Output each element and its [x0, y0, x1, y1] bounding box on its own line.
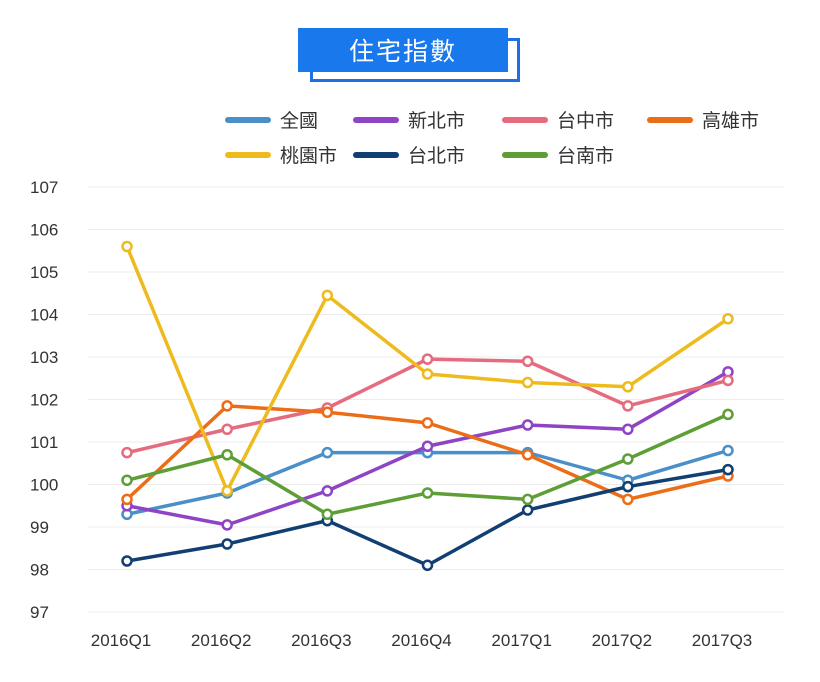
- x-tick-label: 2017Q2: [592, 631, 653, 650]
- y-tick-label: 100: [30, 476, 58, 495]
- data-point: [722, 408, 734, 421]
- series-group: [121, 240, 734, 571]
- y-tick-label: 101: [30, 433, 58, 452]
- data-point: [622, 423, 634, 435]
- legend-item: 台南市: [502, 145, 614, 167]
- data-point: [221, 449, 233, 461]
- y-axis-ticks: 97 98 99 100 101 102 103 104 105 106 107: [30, 178, 58, 622]
- x-tick-label: 2017Q3: [692, 631, 753, 650]
- y-tick-label: 99: [30, 518, 49, 537]
- legend-label: 高雄市: [702, 110, 759, 132]
- series-line: [125, 448, 730, 516]
- legend-label: 全國: [280, 110, 318, 132]
- data-point: [121, 555, 133, 567]
- data-point: [221, 423, 233, 435]
- series-5: [121, 463, 734, 571]
- series-1: [121, 366, 734, 531]
- legend-item: 新北市: [353, 110, 465, 132]
- x-tick-label: 2016Q3: [291, 631, 352, 650]
- data-point: [421, 440, 434, 452]
- data-point: [521, 493, 534, 506]
- data-point: [321, 508, 334, 520]
- y-tick-label: 105: [30, 263, 58, 282]
- data-point: [121, 474, 133, 486]
- y-tick-label: 104: [30, 306, 58, 325]
- data-point: [421, 417, 434, 429]
- legend-item: 台中市: [502, 110, 614, 132]
- legend-label: 台北市: [408, 145, 465, 167]
- data-point: [521, 376, 534, 389]
- chart-title-badge: 住宅指數: [298, 28, 522, 86]
- y-tick-label: 98: [30, 561, 49, 580]
- data-point: [321, 446, 334, 459]
- y-tick-label: 102: [30, 391, 58, 410]
- data-point: [421, 559, 434, 571]
- legend-item: 高雄市: [647, 110, 759, 132]
- data-point: [622, 453, 634, 465]
- legend-label: 新北市: [408, 110, 465, 132]
- y-tick-label: 103: [30, 348, 58, 367]
- data-point: [622, 400, 634, 412]
- data-point: [622, 381, 634, 393]
- y-tick-label: 106: [30, 221, 58, 240]
- data-point: [321, 406, 334, 418]
- data-point: [321, 289, 334, 302]
- legend-label: 台中市: [557, 110, 614, 132]
- data-point: [221, 400, 233, 412]
- data-point: [622, 493, 634, 506]
- data-point: [221, 485, 233, 497]
- data-point: [421, 368, 434, 380]
- chart-title: 住宅指數: [298, 28, 508, 72]
- series-6: [121, 408, 734, 520]
- legend-item: 台北市: [353, 145, 465, 167]
- data-point: [622, 480, 634, 493]
- data-point: [722, 463, 734, 476]
- data-point: [121, 446, 133, 459]
- x-tick-label: 2016Q1: [91, 631, 152, 650]
- legend-label: 桃園市: [280, 145, 337, 167]
- data-point: [421, 353, 434, 365]
- legend-item: 桃園市: [225, 145, 337, 167]
- data-point: [121, 493, 133, 506]
- data-point: [521, 449, 534, 461]
- x-tick-label: 2016Q2: [191, 631, 252, 650]
- data-point: [521, 504, 534, 516]
- data-point: [121, 240, 133, 253]
- grid-lines: [88, 186, 784, 613]
- data-point: [521, 419, 534, 431]
- x-tick-label: 2017Q1: [491, 631, 552, 650]
- data-point: [421, 487, 434, 499]
- y-tick-label: 107: [30, 178, 58, 197]
- data-point: [722, 313, 734, 325]
- data-point: [221, 538, 233, 550]
- legend-label: 台南市: [557, 145, 614, 167]
- data-point: [722, 444, 734, 457]
- series-4: [121, 240, 734, 497]
- data-point: [521, 355, 534, 367]
- series-line: [125, 467, 730, 567]
- y-tick-label: 97: [30, 603, 49, 622]
- data-point: [722, 374, 734, 387]
- x-axis-ticks: 2016Q1 2016Q2 2016Q3 2016Q4 2017Q1 2017Q2 2017…: [91, 631, 753, 650]
- data-point: [321, 485, 334, 497]
- data-point: [221, 519, 233, 531]
- x-tick-label: 2016Q4: [391, 631, 452, 650]
- legend-item: 全國: [225, 110, 318, 132]
